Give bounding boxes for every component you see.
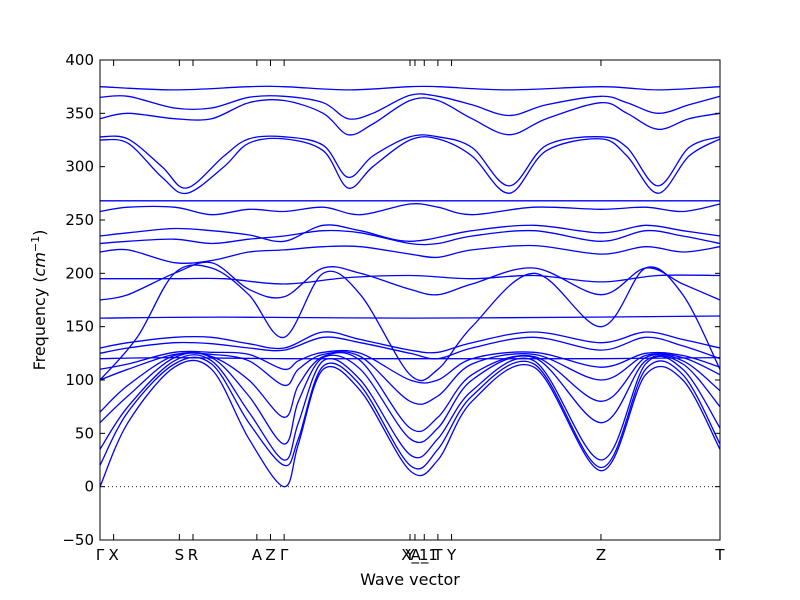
band-series-0	[99, 359, 721, 488]
y-axis-label-unit: cm	[30, 252, 49, 276]
y-tick-label: 0	[84, 478, 94, 496]
y-tick-label: 300	[65, 158, 94, 176]
band-series-16	[99, 224, 721, 243]
y-tick-label: 100	[65, 371, 94, 389]
y-tick-label: 50	[75, 424, 94, 442]
x-tick-label: A	[252, 546, 263, 564]
x-tick-label: T	[714, 546, 725, 564]
band-series-4	[99, 351, 721, 433]
band-series-17	[99, 203, 721, 216]
x-axis-label: Wave vector	[360, 570, 460, 589]
band-series-13	[99, 274, 721, 285]
x-ticks-group: Γ X S R A Z Γ YX_1A_1T Y Z T	[96, 60, 725, 565]
band-series-6	[99, 349, 721, 384]
x-tick-label: X	[108, 546, 118, 564]
y-tick-label: 250	[65, 211, 94, 229]
x-tick-label: Γ	[280, 546, 289, 564]
y-tick-label: 350	[65, 104, 94, 122]
y-axis-label-exp: −1	[29, 236, 42, 252]
band-series-22	[99, 93, 721, 120]
y-tick-label: 400	[65, 51, 94, 69]
band-series-group	[99, 85, 721, 488]
x-tick-label: Y	[446, 546, 457, 564]
x-tick-label: T	[432, 546, 443, 564]
x-tick-label: Y	[404, 546, 415, 564]
band-series-2	[99, 354, 721, 461]
y-axis-label: Frequency (cm−1)	[29, 230, 49, 371]
y-ticks-group: −50 0 50 100 150 200 250 300 350 400	[62, 51, 720, 549]
y-axis-label-close: )	[30, 230, 49, 236]
y-axis-label-main: Frequency (	[30, 276, 49, 370]
x-tick-label: Z	[265, 546, 275, 564]
x-tick-label: Z	[596, 546, 606, 564]
y-tick-label: 150	[65, 318, 94, 336]
plot-frame	[99, 59, 721, 541]
x-tick-label: Γ	[96, 546, 105, 564]
band-series-21	[99, 97, 721, 136]
band-series-8	[99, 336, 721, 360]
band-series-14	[99, 244, 721, 264]
band-series-10	[99, 315, 721, 319]
band-series-15	[99, 229, 721, 246]
band-series-11	[99, 264, 721, 382]
band-series-23	[99, 85, 721, 91]
y-tick-label: 200	[65, 264, 94, 282]
band-series-12	[99, 261, 721, 301]
y-tick-label: −50	[62, 531, 94, 549]
x-tick-label: S	[175, 546, 185, 564]
x-tick-label: R	[188, 546, 198, 564]
band-series-19	[99, 136, 721, 195]
band-series-9	[99, 331, 721, 354]
x-tick-label: A_1	[411, 546, 438, 565]
band-series-20	[99, 134, 721, 189]
band-series-3	[99, 352, 721, 445]
band-series-1	[99, 356, 721, 470]
band-series-7	[99, 356, 721, 360]
x-tick-label: X_1	[401, 546, 428, 565]
